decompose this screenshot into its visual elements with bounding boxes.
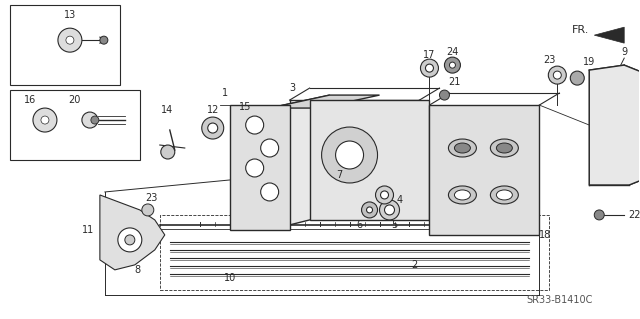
Circle shape <box>380 200 399 220</box>
Text: 15: 15 <box>239 102 251 112</box>
Circle shape <box>570 71 584 85</box>
Circle shape <box>381 191 388 199</box>
Circle shape <box>335 141 364 169</box>
Polygon shape <box>269 95 330 230</box>
Circle shape <box>260 139 278 157</box>
Ellipse shape <box>449 186 476 204</box>
Circle shape <box>41 116 49 124</box>
Text: 18: 18 <box>540 230 552 240</box>
Text: 6: 6 <box>356 220 363 230</box>
Circle shape <box>321 127 378 183</box>
Text: 14: 14 <box>161 105 173 115</box>
Text: 20: 20 <box>68 95 81 105</box>
Ellipse shape <box>454 190 470 200</box>
Circle shape <box>362 202 378 218</box>
Text: SR33-B1410C: SR33-B1410C <box>526 295 593 305</box>
Ellipse shape <box>241 120 249 130</box>
Circle shape <box>246 159 264 177</box>
Text: 24: 24 <box>446 47 459 57</box>
Ellipse shape <box>497 143 513 153</box>
Polygon shape <box>100 195 164 270</box>
Circle shape <box>246 116 264 134</box>
Circle shape <box>554 71 561 79</box>
Ellipse shape <box>490 139 518 157</box>
Ellipse shape <box>449 139 476 157</box>
Circle shape <box>444 57 460 73</box>
Text: 22: 22 <box>628 210 640 220</box>
Text: 9: 9 <box>621 47 627 57</box>
Polygon shape <box>230 105 290 230</box>
Ellipse shape <box>490 186 518 204</box>
Circle shape <box>449 62 456 68</box>
Circle shape <box>58 28 82 52</box>
Circle shape <box>426 64 433 72</box>
Circle shape <box>260 183 278 201</box>
Circle shape <box>420 59 438 77</box>
Circle shape <box>161 145 175 159</box>
Circle shape <box>385 205 394 215</box>
Circle shape <box>33 108 57 132</box>
Text: 8: 8 <box>135 265 141 275</box>
Text: 12: 12 <box>207 105 219 115</box>
Text: 23: 23 <box>146 193 158 203</box>
Ellipse shape <box>497 190 513 200</box>
Text: 16: 16 <box>24 95 36 105</box>
Text: 2: 2 <box>412 260 418 270</box>
Circle shape <box>100 36 108 44</box>
Text: 7: 7 <box>337 170 342 180</box>
Polygon shape <box>310 100 429 220</box>
Bar <box>10 5 120 85</box>
Text: 17: 17 <box>423 50 436 60</box>
Circle shape <box>125 235 135 245</box>
Text: 19: 19 <box>583 57 595 67</box>
Text: 21: 21 <box>448 77 461 87</box>
Text: 13: 13 <box>64 10 76 20</box>
Circle shape <box>367 207 372 213</box>
Ellipse shape <box>236 113 253 137</box>
Text: 5: 5 <box>392 220 397 230</box>
Circle shape <box>66 36 74 44</box>
Circle shape <box>376 186 394 204</box>
Text: FR.: FR. <box>572 25 589 35</box>
Circle shape <box>548 66 566 84</box>
Circle shape <box>142 204 154 216</box>
Polygon shape <box>589 65 640 185</box>
Text: 4: 4 <box>396 195 403 205</box>
Text: 3: 3 <box>290 83 296 93</box>
Circle shape <box>202 117 224 139</box>
Text: 11: 11 <box>82 225 94 235</box>
Polygon shape <box>269 95 380 108</box>
Circle shape <box>208 123 218 133</box>
Text: 10: 10 <box>223 273 236 283</box>
Circle shape <box>118 228 142 252</box>
Circle shape <box>91 116 99 124</box>
Polygon shape <box>429 105 540 235</box>
Text: 23: 23 <box>543 55 556 65</box>
Circle shape <box>595 210 604 220</box>
Ellipse shape <box>454 143 470 153</box>
Circle shape <box>440 90 449 100</box>
Bar <box>160 215 549 290</box>
Circle shape <box>82 112 98 128</box>
Bar <box>10 90 140 160</box>
Text: 1: 1 <box>221 88 228 98</box>
Polygon shape <box>595 27 624 43</box>
